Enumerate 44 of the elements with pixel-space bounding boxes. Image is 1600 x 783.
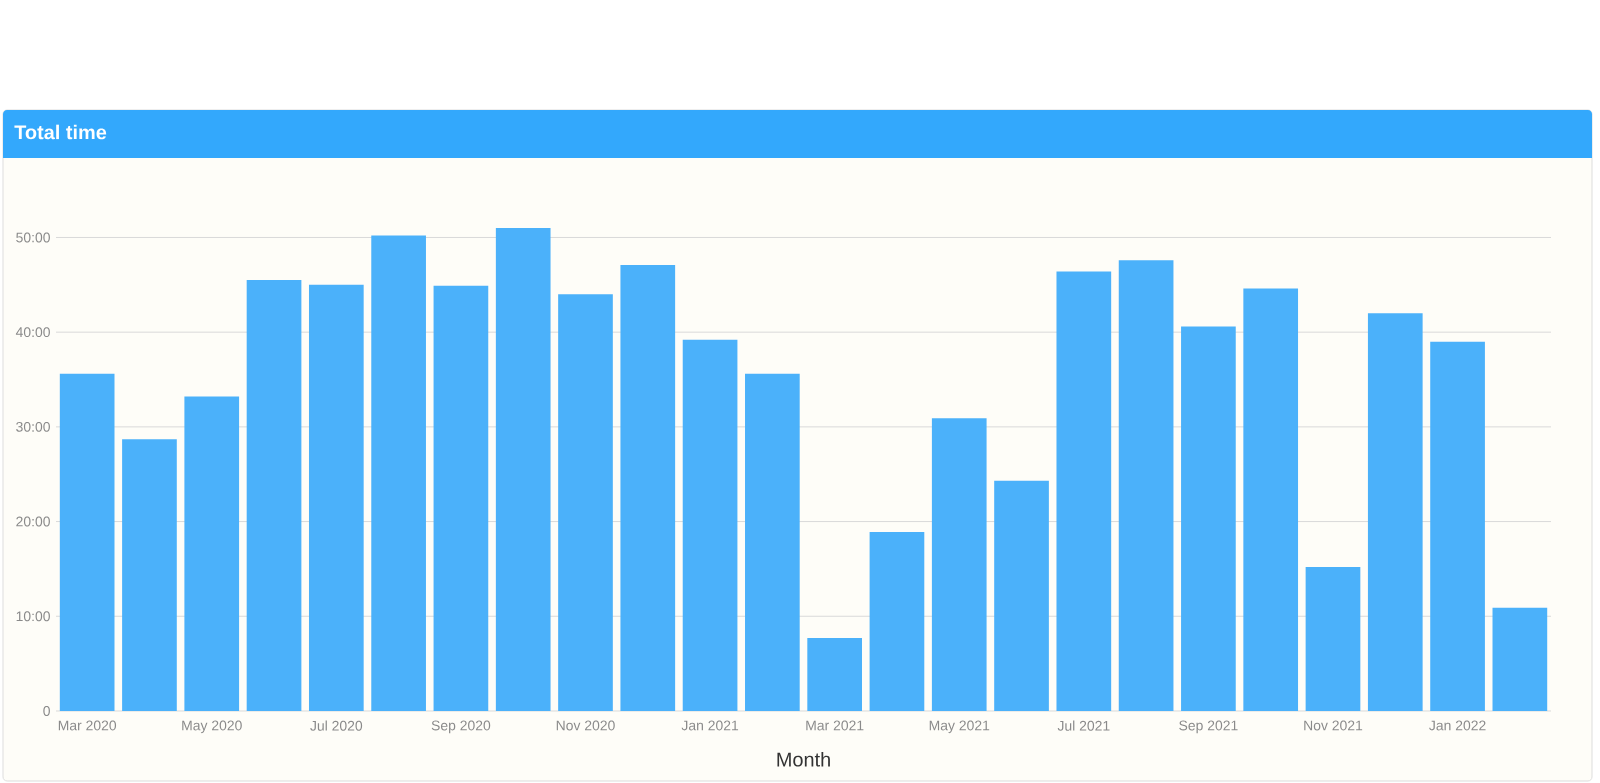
y-tick-label: 0	[43, 706, 50, 716]
x-tick-label: Sep 2021	[1179, 720, 1238, 734]
y-tick-label: 30:00	[16, 421, 50, 432]
bar	[682, 339, 738, 711]
bar	[1181, 326, 1236, 711]
bar	[1492, 607, 1548, 711]
bar	[1367, 313, 1423, 711]
bar	[433, 285, 489, 711]
bar	[869, 531, 925, 711]
bar	[122, 439, 177, 711]
chart-title: Total time	[14, 124, 107, 140]
x-tick-label: May 2021	[929, 720, 990, 734]
x-tick-label: Jul 2020	[310, 720, 363, 731]
bar	[1430, 341, 1485, 711]
bar	[184, 396, 240, 711]
bar	[807, 638, 862, 711]
bar	[371, 235, 426, 711]
x-tick-label: May 2020	[182, 720, 242, 734]
x-tick-label: Jul 2021	[1057, 720, 1110, 731]
y-tick-label: 20:00	[16, 516, 50, 527]
x-tick-label: Jan 2021	[681, 720, 739, 731]
bar	[1243, 288, 1299, 711]
bar	[931, 418, 987, 711]
bar	[745, 373, 800, 711]
x-tick-label: Nov 2020	[556, 720, 615, 731]
y-tick-label: 10:00	[16, 611, 50, 622]
bar	[994, 480, 1049, 711]
bar	[558, 294, 613, 711]
bar	[1118, 260, 1174, 711]
x-axis-title: Month	[777, 751, 830, 767]
bar	[1056, 271, 1112, 711]
bar	[620, 264, 676, 711]
bar	[495, 227, 551, 711]
bar	[1305, 567, 1361, 711]
y-tick-label: 50:00	[16, 232, 50, 243]
bar	[308, 284, 364, 711]
bar	[246, 280, 302, 711]
x-tick-label: Sep 2020	[431, 720, 491, 734]
y-tick-label: 40:00	[15, 327, 50, 338]
x-tick-label: Nov 2021	[1304, 720, 1363, 731]
bar	[59, 373, 115, 711]
x-tick-label: Jan 2022	[1429, 720, 1486, 731]
x-tick-label: Mar 2021	[806, 720, 864, 731]
x-tick-label: Mar 2020	[58, 720, 117, 731]
